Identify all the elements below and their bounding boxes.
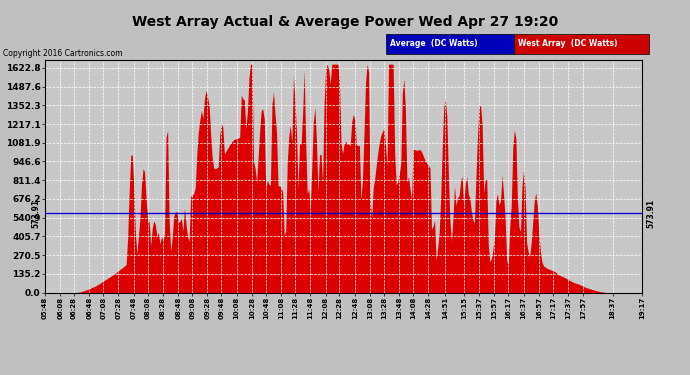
Text: Copyright 2016 Cartronics.com: Copyright 2016 Cartronics.com [3,49,123,58]
Text: Average  (DC Watts): Average (DC Watts) [390,39,477,48]
FancyBboxPatch shape [386,34,514,54]
Text: 573.91: 573.91 [31,198,40,228]
FancyBboxPatch shape [514,34,649,54]
Text: West Array  (DC Watts): West Array (DC Watts) [518,39,617,48]
Text: 573.91: 573.91 [647,198,656,228]
Text: West Array Actual & Average Power Wed Apr 27 19:20: West Array Actual & Average Power Wed Ap… [132,15,558,29]
